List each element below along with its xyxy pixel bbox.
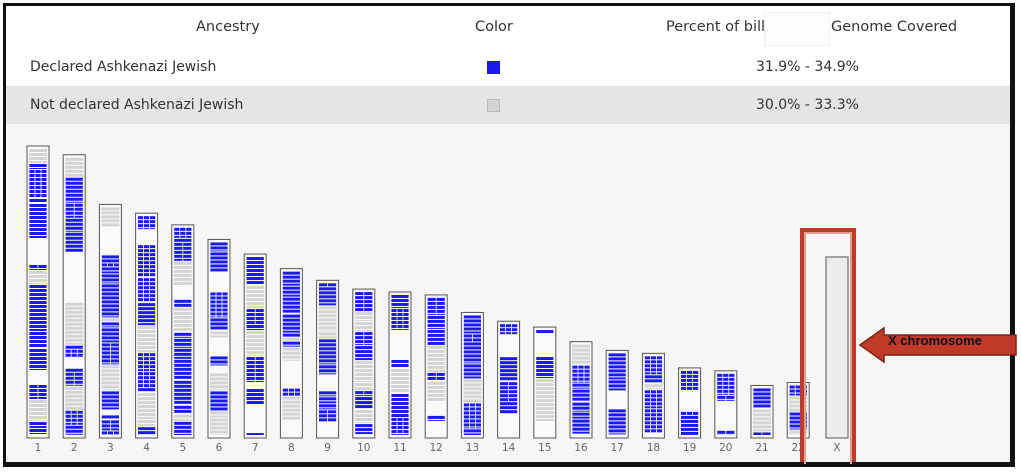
chromosome-label: 2 <box>71 442 78 454</box>
x-chromosome-highlight-inner <box>804 232 852 464</box>
percent-value: 31.9% - 34.9% <box>756 59 859 75</box>
chromosome-20 <box>714 370 738 439</box>
ancestry-label: Not declared Ashkenazi Jewish <box>30 97 244 113</box>
chromosome-19 <box>678 367 702 439</box>
chromosome-15 <box>533 326 557 439</box>
chromosome-label: 17 <box>611 442 624 454</box>
x-chromosome-callout-label: X chromosome <box>888 333 982 348</box>
chromosome-label: 13 <box>466 442 479 454</box>
chromosome-svg: 1 2 3 4 5 6 7 8 9 10 11 12 13 14 15 16 17 18 19 20 21 22 X <box>26 145 849 454</box>
color-swatch-blue <box>487 61 500 74</box>
percent-value: 30.0% - 33.3% <box>756 97 859 113</box>
chromosome-label: 9 <box>324 442 331 454</box>
chromosome-label: 1 <box>35 442 42 454</box>
chromosome-label: 3 <box>107 442 114 454</box>
chromosome-label: X <box>833 442 840 454</box>
chromosome-label: 16 <box>574 442 588 454</box>
chromosome-label: 14 <box>502 442 516 454</box>
header-percent: Percent of bill <box>666 19 766 35</box>
chromosome-X <box>825 256 849 439</box>
table-row[interactable]: Declared Ashkenazi Jewish 31.9% - 34.9% <box>6 49 1010 87</box>
chromosome-painting: 1 2 3 4 5 6 7 8 9 10 11 12 13 14 15 16 17 18 19 20 21 22 X <box>6 124 1010 462</box>
chromosome-label: 12 <box>430 442 443 454</box>
x-chromosome-highlight <box>800 228 856 462</box>
x-chromosome-callout-arrow <box>858 326 1017 364</box>
ancestry-panel: Ancestry Color Percent of bill Genome Co… <box>3 3 1015 467</box>
chromosome-label: 8 <box>288 442 295 454</box>
header-ancestry: Ancestry <box>196 19 260 35</box>
header-color: Color <box>475 19 513 35</box>
chromosome-label: 5 <box>179 442 186 454</box>
table-row[interactable]: Not declared Ashkenazi Jewish 30.0% - 33… <box>6 87 1010 124</box>
chromosome-label: 7 <box>252 442 259 454</box>
ancestry-label: Declared Ashkenazi Jewish <box>30 59 217 75</box>
chromosome-label: 4 <box>143 442 150 454</box>
chromosome-label: 18 <box>647 442 660 454</box>
chromosome-label: 15 <box>538 442 551 454</box>
header-genome: Genome Covered <box>831 19 958 35</box>
chromosome-label: 20 <box>719 442 732 454</box>
table-header: Ancestry Color Percent of bill Genome Co… <box>6 6 1010 49</box>
chromosome-label: 11 <box>393 442 406 454</box>
color-swatch-grey <box>487 99 500 112</box>
chromosome-label: 19 <box>683 442 696 454</box>
header-blank-cell <box>764 12 830 46</box>
chromosome-label: 10 <box>357 442 370 454</box>
chromosome-label: 6 <box>216 442 223 454</box>
chromosome-label: 21 <box>755 442 768 454</box>
